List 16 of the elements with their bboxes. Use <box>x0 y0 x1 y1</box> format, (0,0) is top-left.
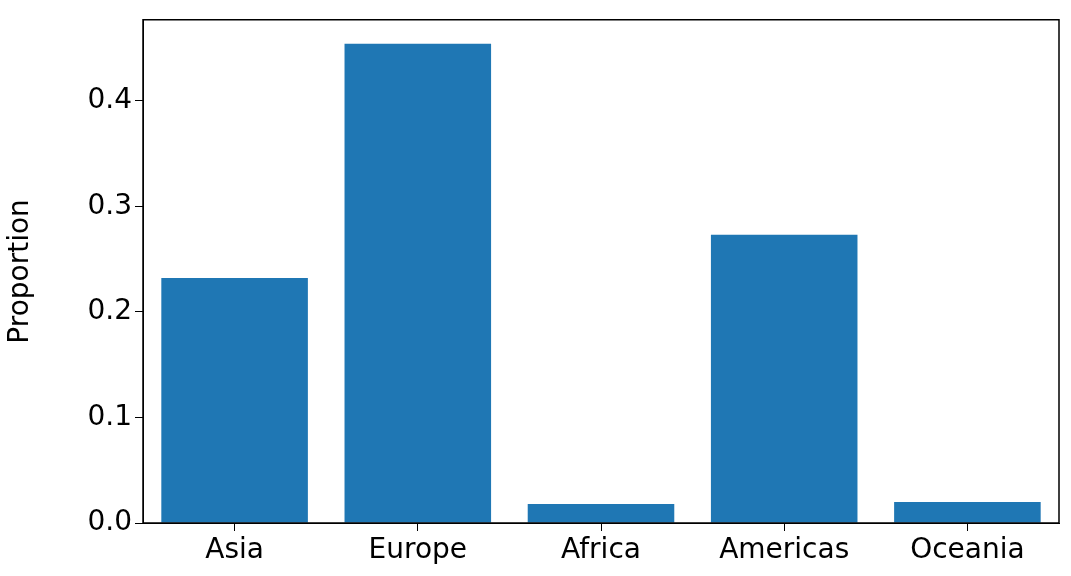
x-tick-label: Oceania <box>910 532 1025 566</box>
y-tick-label: 0.0 <box>87 504 132 538</box>
x-tick-label: Africa <box>561 532 641 566</box>
y-tick-label: 0.4 <box>87 82 132 116</box>
x-tick-label: Americas <box>719 532 850 566</box>
bar <box>710 234 858 523</box>
y-tick-label: 0.1 <box>87 398 132 432</box>
y-axis-title: Proportion <box>2 199 36 344</box>
bar <box>894 501 1041 523</box>
bar <box>344 43 492 523</box>
y-tick-label: 0.3 <box>87 187 132 221</box>
bar <box>527 504 675 523</box>
bar <box>161 278 308 523</box>
y-tick-label: 0.2 <box>87 293 132 327</box>
x-tick-label: Europe <box>368 532 468 566</box>
x-tick-label: Asia <box>205 532 264 566</box>
